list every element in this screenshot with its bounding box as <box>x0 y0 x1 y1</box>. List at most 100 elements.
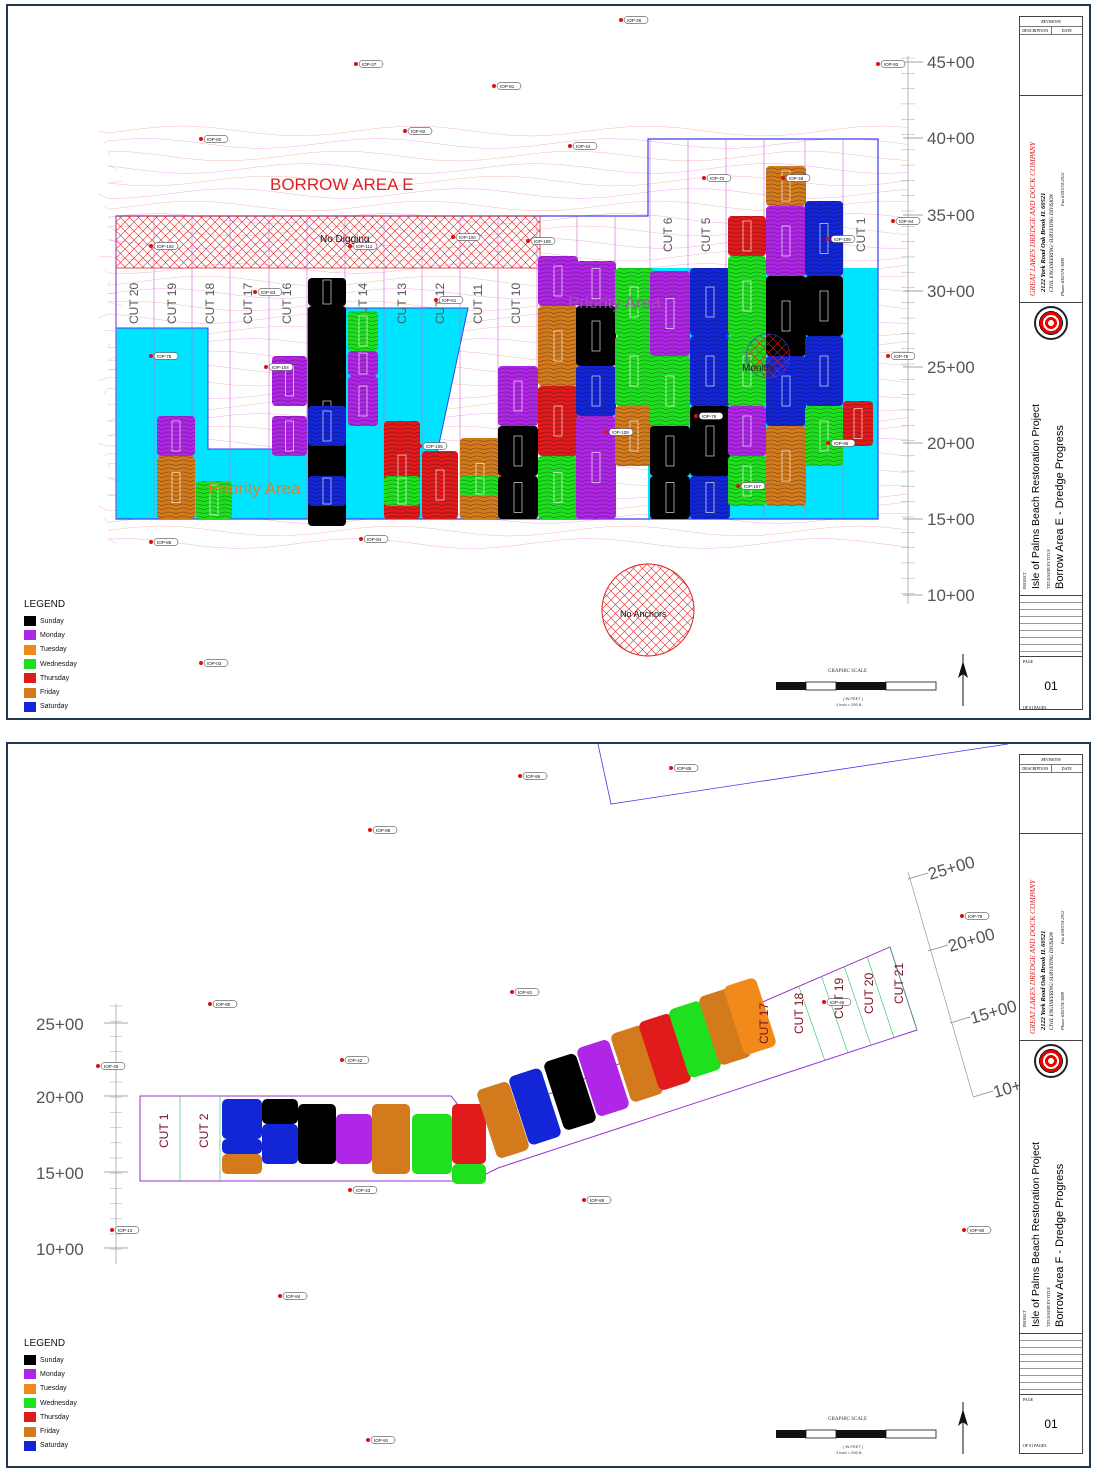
of-value: 01 <box>1029 1443 1034 1448</box>
no-anchors-label: No Anchors <box>620 609 667 619</box>
dredge-segment <box>615 268 653 336</box>
iop-markers: IOP-86 IOP-85 IOP-88 IOP-79 IOP-80 IOP-81 IOP-… <box>96 764 992 1444</box>
company-address: 2122 York Road Oak Brook IL 60521 <box>1040 192 1047 292</box>
iop-marker: IOP-42 <box>340 1056 370 1064</box>
dredge-segment <box>576 261 616 306</box>
iop-label: IOP-107 <box>744 484 761 489</box>
legend-swatch <box>24 1398 36 1409</box>
page-block: PAGE 01 OF 01 PAGES <box>1020 657 1082 713</box>
legend-label: Tuesday <box>40 1385 67 1393</box>
company-fax: Fax 630/574-2912 <box>1060 910 1065 944</box>
iop-marker: IOP-104 <box>264 363 294 371</box>
pages-caption: PAGES <box>1034 1443 1047 1448</box>
dredge-segment <box>412 1114 452 1174</box>
iop-label: IOP-104 <box>272 365 289 370</box>
legend-item: Friday <box>24 685 77 699</box>
station-label: 45+00 <box>927 53 975 72</box>
iop-marker: IOP-81 <box>510 988 540 996</box>
company-address: 2122 York Road Oak Brook IL 60521 <box>1040 930 1047 1030</box>
dredge-segment <box>452 1104 486 1164</box>
dredge-segment <box>690 336 730 406</box>
iop-label: IOP-88 <box>376 828 391 833</box>
iop-label: IOP-85 <box>157 540 172 545</box>
legend-label: Saturday <box>40 703 69 711</box>
revisions-heading: REVISIONS <box>1020 755 1082 765</box>
legend: LEGEND Sunday Monday Tuesday Wednesday Thurs… <box>24 1338 77 1453</box>
dredge-segment <box>498 366 538 426</box>
dredge-segment <box>222 1139 262 1154</box>
cut-label: CUT 18 <box>203 283 217 324</box>
station-axis-left: 25+00 20+00 15+00 10+00 <box>36 1004 128 1264</box>
drawing-metadata <box>1020 596 1082 657</box>
dredge-segment <box>611 1025 663 1102</box>
company-block: GREAT LAKES DREDGE AND DOCK COMPANY 2122… <box>1020 96 1082 340</box>
cut-label: CUT 1 <box>854 217 868 252</box>
iop-marker: IOP-105 <box>418 442 448 450</box>
legend-label: Monday <box>40 1370 65 1378</box>
cut-label: CUT 2 <box>197 1113 211 1148</box>
iop-label: IOP-79 <box>968 914 983 919</box>
dredge-segment <box>669 1001 721 1078</box>
cut-label: CUT 20 <box>862 973 876 1014</box>
iop-marker: IOP-13 <box>110 1226 140 1234</box>
pages-caption: PAGES <box>1034 705 1047 710</box>
company-seal-icon <box>1034 1044 1068 1078</box>
iop-label: IOP-84 <box>367 537 382 542</box>
station-label: 25+00 <box>927 358 975 377</box>
iop-marker: IOP-44 <box>568 142 598 150</box>
dredge-segment <box>348 351 378 376</box>
dredge-segment <box>460 476 500 496</box>
iop-label: IOP-109 <box>612 430 629 435</box>
drawing-metadata <box>1020 1334 1082 1395</box>
cut-label: CUT 1 <box>157 1113 171 1148</box>
dredge-segment <box>272 416 307 456</box>
dredge-segment <box>650 426 690 476</box>
of-caption: OF <box>1023 1443 1029 1448</box>
iop-label: IOP-108 <box>534 239 551 244</box>
iop-label: IOP-100 <box>459 235 476 240</box>
dredge-segment <box>576 306 616 366</box>
sheet-borrow-area-f: 25+00 20+00 15+00 10+00 25+00 20+00 15+00 10+0… <box>6 742 1091 1468</box>
iop-label: IOP-61 <box>442 298 457 303</box>
dredge-segment <box>538 386 578 456</box>
of-value: 01 <box>1029 705 1034 710</box>
iop-marker: IOP-108 <box>526 237 556 245</box>
dredge-segment <box>650 271 690 356</box>
monitor-zone <box>745 333 791 379</box>
dredge-segment <box>422 451 458 519</box>
iop-marker: IOP-03 <box>199 659 229 667</box>
legend-label: Wednesday <box>40 1399 77 1407</box>
borrow-area-e-label: BORROW AREA E <box>270 175 414 194</box>
legend-label: Wednesday <box>40 660 77 668</box>
station-label: 15+00 <box>968 996 1019 1027</box>
project-name: Isle of Palms Beach Restoration Project <box>1030 1141 1042 1327</box>
legend-swatch <box>24 1440 36 1451</box>
page-number: 01 <box>1044 679 1058 693</box>
iop-label: IOP-94 <box>899 219 914 224</box>
dredge-segment <box>805 336 843 406</box>
legend-swatch <box>24 1355 36 1366</box>
page-caption: PAGE <box>1023 659 1034 664</box>
legend-label: Friday <box>40 689 60 697</box>
dredge-segment <box>724 978 776 1055</box>
revisions-table: REVISIONS DESCRIPTION DATE <box>1020 755 1082 834</box>
station-axis: 45+00 40+00 35+00 30+00 25+00 20+00 15+00 10+00 <box>901 53 975 605</box>
legend-item: Saturday <box>24 1439 77 1453</box>
iop-marker: IOP-91 <box>366 1436 396 1444</box>
dredge-segment <box>576 366 616 416</box>
iop-label: IOP-81 <box>500 84 515 89</box>
cut-label: CUT 12 <box>433 283 447 324</box>
iop-marker: IOP-61 <box>434 296 464 304</box>
station-label: 30+00 <box>927 282 975 301</box>
cut-label: CUT 21 <box>892 963 906 1004</box>
north-arrow-icon <box>958 1402 968 1454</box>
cut-label: CUT 18 <box>792 993 806 1034</box>
dredge-segment <box>766 166 806 206</box>
project-block: PROJECT Isle of Palms Beach Restoration … <box>1020 345 1082 596</box>
station-label: 20+00 <box>36 1088 84 1107</box>
legend-swatch <box>24 644 36 655</box>
dredge-segment <box>805 406 843 466</box>
iop-label: IOP-91 <box>374 1438 389 1443</box>
dredge-segment <box>699 988 751 1065</box>
dredge-segment <box>576 416 616 519</box>
